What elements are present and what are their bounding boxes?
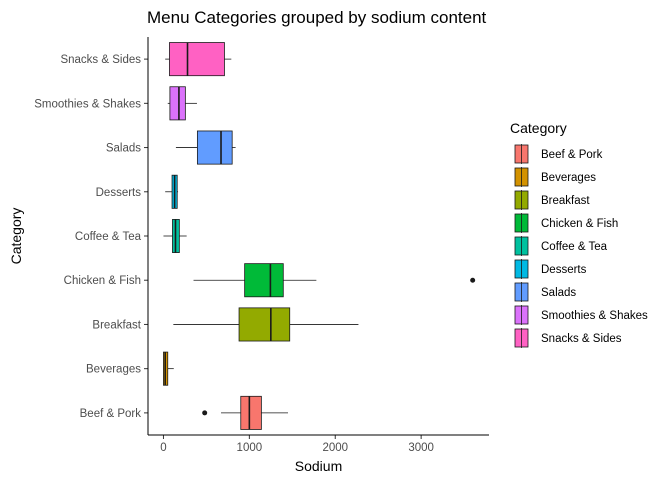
legend-item-smoothies-and-shakes: Smoothies & Shakes (514, 305, 648, 325)
y-tick-label: Chicken & Fish (64, 275, 141, 287)
legend-item-chicken-and-fish: Chicken & Fish (514, 213, 618, 233)
legend-item-coffee-and-tea: Coffee & Tea (514, 236, 608, 256)
legend-label-smoothies-and-shakes: Smoothies & Shakes (541, 310, 648, 322)
box-snacks-and-sides (165, 42, 232, 77)
box-desserts (165, 174, 179, 209)
legend-item-beverages: Beverages (514, 167, 596, 187)
legend-item-salads: Salads (514, 282, 576, 302)
outlier-chicken-and-fish-0 (470, 277, 476, 283)
y-tick-label: Smoothies & Shakes (34, 98, 141, 110)
legend-label-breakfast: Breakfast (541, 195, 590, 207)
legend-label-beverages: Beverages (541, 172, 596, 184)
y-tick-label: Snacks & Sides (60, 54, 141, 66)
box-breakfast (173, 307, 359, 342)
x-tick-label: 3000 (408, 442, 434, 454)
box-beef-and-pork (202, 395, 289, 430)
iqr-box-smoothies-and-shakes (169, 86, 186, 121)
plot-area (163, 42, 476, 430)
y-tick-label: Beef & Pork (80, 408, 142, 420)
x-tick-label: 0 (160, 442, 166, 454)
legend-item-beef-and-pork: Beef & Pork (514, 144, 603, 164)
y-axis-ticks: Beef & Pork Beverages Breakfast Chicken & F… (34, 54, 148, 420)
legend-item-desserts: Desserts (514, 259, 587, 279)
iqr-box-salads (196, 130, 233, 165)
x-tick-label: 1000 (237, 442, 263, 454)
legend-label-chicken-and-fish: Chicken & Fish (541, 218, 618, 230)
box-salads (175, 130, 236, 165)
iqr-box-breakfast (238, 307, 291, 342)
iqr-box-beef-and-pork (240, 395, 262, 430)
box-smoothies-and-shakes (167, 86, 197, 121)
y-tick-label: Beverages (86, 364, 141, 376)
x-tick-label: 2000 (322, 442, 348, 454)
legend-item-breakfast: Breakfast (514, 190, 590, 210)
legend-label-salads: Salads (541, 287, 576, 299)
iqr-box-chicken-and-fish (244, 263, 284, 298)
legend-label-snacks-and-sides: Snacks & Sides (541, 333, 622, 345)
y-tick-label: Breakfast (92, 319, 141, 331)
legend-label-coffee-and-tea: Coffee & Tea (541, 241, 608, 253)
iqr-box-snacks-and-sides (169, 42, 225, 77)
x-axis-title: Sodium (295, 458, 342, 474)
legend-label-beef-and-pork: Beef & Pork (541, 149, 603, 161)
box-beverages (163, 351, 174, 386)
outlier-beef-and-pork-0 (202, 410, 208, 416)
chart-title: Menu Categories grouped by sodium conten… (147, 8, 487, 27)
box-coffee-and-tea (163, 219, 187, 253)
y-tick-label: Coffee & Tea (75, 231, 142, 243)
y-axis-title: Category (8, 208, 24, 265)
legend-item-snacks-and-sides: Snacks & Sides (514, 328, 622, 348)
y-tick-label: Salads (106, 143, 141, 155)
x-axis-ticks: 0 1000 2000 3000 (160, 435, 434, 454)
legend-title: Category (510, 120, 567, 136)
y-tick-label: Desserts (96, 187, 142, 199)
legend-label-desserts: Desserts (541, 264, 587, 276)
box-chicken-and-fish (193, 263, 476, 298)
legend: Beef & Pork Beverages Breakfast Chicken & F… (514, 144, 648, 348)
